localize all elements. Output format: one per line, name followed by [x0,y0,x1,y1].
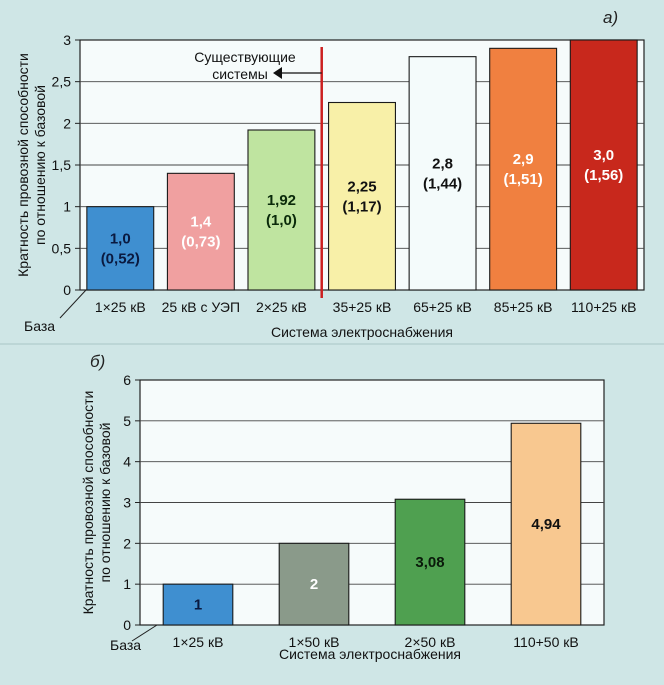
bar-data-label: (0,73) [181,234,220,251]
bar [166,172,235,291]
x-tick-label: 2×50 кВ [405,634,456,650]
bar-data-label: (1,51) [504,171,543,188]
base-leader-line [131,624,158,642]
y-tick-label: 5 [123,413,131,429]
y-tick-label: 1,5 [52,157,72,173]
annotation-arrow-head [273,67,282,79]
bar [328,101,396,291]
chart-b-svg: б) 0 1 2 3 4 5 6 Кратность провозной способности… [80,352,605,662]
x-tick-label: 1×25 кВ [95,299,146,315]
bar-data-label: 2,9 [513,151,534,168]
x-axis-label: Система электроснабжения [271,324,453,340]
bar-data-label: 2,8 [432,155,453,172]
y-tick-label: 0,5 [52,240,72,256]
y-tick-label: 4 [123,454,131,470]
y-tick-label: 3 [63,32,71,48]
bar-data-label: 1,4 [190,214,212,231]
annotation-line-1: Существующие [194,49,296,65]
x-tick-label: 1×25 кВ [173,634,224,650]
y-tick-label: 1 [63,199,71,215]
chart-a-svg: а) 0 0,5 1 1,5 2 2,5 3 Кратность провозной спосо… [15,8,645,340]
x-tick-label: 1×50 кВ [289,634,340,650]
y-axis-label: по отношению к базовой [97,423,113,583]
bar-data-label: 3,0 [593,147,614,164]
bar [569,39,638,291]
panel-label: б) [90,352,105,371]
y-axis-label: Кратность провозной способности [80,391,96,615]
y-tick-label: 3 [123,495,131,511]
chart-b: б) 0 1 2 3 4 5 6 Кратность провозной способности… [0,345,664,680]
bar-data-label: 1,92 [267,192,296,209]
bar-data-label: 2 [310,576,318,593]
bar-data-label: 1 [194,597,202,614]
y-tick-label: 1 [123,576,131,592]
bar-data-label: 1,0 [110,230,131,247]
y-axis-label: Кратность провозной способности [15,53,31,277]
x-tick-label: 85+25 кВ [494,299,553,315]
y-tick-label: 0 [63,282,71,298]
x-tick-label: 25 кВ с УЭП [162,299,240,315]
bar-data-label: (1,0) [266,212,297,229]
bar [394,498,466,626]
y-tick-label: 6 [123,372,131,388]
y-tick-label: 2 [63,115,71,131]
bar-data-label: 3,08 [415,554,444,571]
panel-label: а) [603,8,618,27]
chart-a: а) 0 0,5 1 1,5 2 2,5 3 Кратность провозной спосо… [15,8,645,340]
bar [278,542,350,626]
base-label: База [24,318,55,334]
x-tick-label: 110+25 кВ [571,299,636,315]
y-tick-label: 0 [123,617,131,633]
y-tick-label: 2 [123,535,131,551]
bar-data-label: (1,56) [584,167,623,184]
bar [162,583,234,626]
panel-divider [0,343,664,345]
base-leader-line [59,289,87,319]
x-tick-label: 2×25 кВ [256,299,307,315]
bar [510,422,582,626]
bar-data-label: 2,25 [347,178,376,195]
bar [408,56,477,291]
x-axis-label: Система электроснабжения [279,646,461,662]
x-tick-label: 35+25 кВ [333,299,392,315]
bar-data-label: 4,94 [531,516,561,533]
bar-data-label: (1,17) [342,198,381,215]
x-tick-label: 65+25 кВ [413,299,472,315]
base-label: База [110,637,141,653]
bar-data-label: (0,52) [101,250,140,267]
bar [86,206,155,291]
annotation-line-2: системы [212,66,268,82]
bar-data-label: (1,44) [423,175,462,192]
bar [489,47,558,291]
bar [247,129,316,291]
y-tick-label: 2,5 [52,74,72,90]
y-axis-label: по отношению к базовой [32,85,48,245]
x-tick-label: 110+50 кВ [513,634,578,650]
